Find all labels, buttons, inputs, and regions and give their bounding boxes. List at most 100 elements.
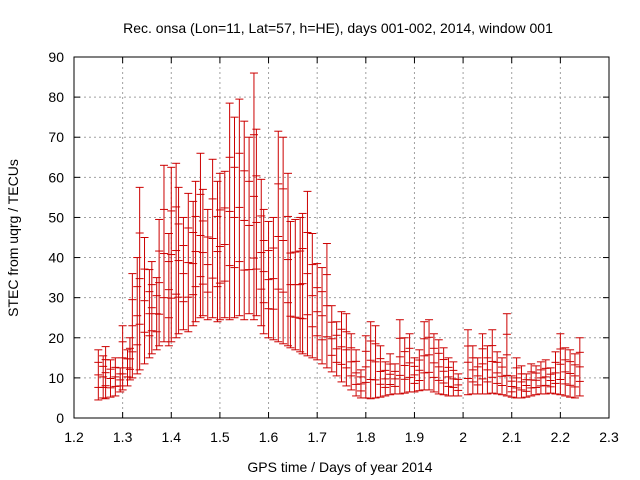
x-tick-label: 1.7 xyxy=(307,429,327,445)
error-bar xyxy=(532,365,541,396)
error-bar xyxy=(366,321,375,400)
y-tick-label: 80 xyxy=(48,89,64,105)
x-axis-label: GPS time / Days of year 2014 xyxy=(247,459,432,475)
error-bar xyxy=(570,353,579,399)
x-tick-label: 1.4 xyxy=(162,429,182,445)
error-bar xyxy=(259,208,268,335)
error-bar xyxy=(313,263,322,361)
error-bar xyxy=(536,361,545,395)
error-bar xyxy=(225,102,234,321)
error-bar xyxy=(196,152,205,319)
error-bar xyxy=(147,261,156,355)
error-bar xyxy=(561,347,570,397)
y-tick-label: 50 xyxy=(48,209,64,225)
error-bar xyxy=(512,357,521,399)
error-bar xyxy=(318,267,327,365)
error-bar xyxy=(425,319,434,391)
x-tick-label: 2.2 xyxy=(551,429,571,445)
error-bars xyxy=(94,72,584,401)
error-bar xyxy=(155,218,164,347)
x-tick-label: 2 xyxy=(459,429,467,445)
error-bar xyxy=(135,186,144,371)
error-bar xyxy=(444,357,453,397)
y-tick-label: 30 xyxy=(48,290,64,306)
error-bar xyxy=(235,98,244,317)
error-bar xyxy=(342,313,351,387)
error-bar xyxy=(252,128,261,317)
error-bar xyxy=(410,357,419,393)
y-tick-label: 90 xyxy=(48,49,64,65)
error-bar xyxy=(230,116,239,319)
error-bar xyxy=(517,365,526,399)
error-bar xyxy=(502,313,511,397)
error-bar xyxy=(245,136,254,315)
error-bar xyxy=(128,273,137,379)
error-bar xyxy=(493,351,502,395)
y-tick-label: 0 xyxy=(56,410,64,426)
error-bar xyxy=(473,357,482,395)
error-bar xyxy=(415,349,424,392)
chart-title: Rec. onsa (Lon=11, Lat=57, h=HE), days 0… xyxy=(123,20,553,36)
error-bar xyxy=(556,333,565,396)
error-bar xyxy=(322,243,331,369)
y-tick-label: 10 xyxy=(48,370,64,386)
error-bar xyxy=(191,180,200,323)
error-bar xyxy=(381,361,390,397)
error-bar xyxy=(308,232,317,359)
x-tick-label: 1.3 xyxy=(113,429,133,445)
error-bar xyxy=(118,325,127,391)
error-bar xyxy=(551,351,560,395)
error-bar xyxy=(94,349,103,401)
plot-frame xyxy=(73,56,610,419)
error-bar xyxy=(566,349,575,398)
y-tick-label: 40 xyxy=(48,250,64,266)
error-bar xyxy=(274,130,283,343)
error-bar xyxy=(174,186,183,335)
error-bar xyxy=(332,321,341,377)
error-bar xyxy=(198,188,207,317)
error-bar xyxy=(361,335,370,399)
error-bar xyxy=(439,347,448,396)
error-bar xyxy=(184,192,193,333)
error-bar xyxy=(303,190,312,357)
error-bar xyxy=(434,339,443,395)
error-bar xyxy=(356,369,365,399)
error-bar xyxy=(279,136,288,345)
x-tick-label: 1.9 xyxy=(405,429,425,445)
error-bar xyxy=(203,208,212,321)
error-bar xyxy=(483,345,492,395)
error-bar xyxy=(106,359,115,398)
error-bar xyxy=(337,311,346,383)
error-bar xyxy=(159,164,168,343)
error-bar xyxy=(507,375,516,398)
y-tick-label: 20 xyxy=(48,330,64,346)
x-tick-label: 1.6 xyxy=(259,429,279,445)
error-bar xyxy=(488,329,497,394)
y-tick-label: 70 xyxy=(48,129,64,145)
x-tick-label: 2.3 xyxy=(599,429,619,445)
x-tick-label: 2.1 xyxy=(502,429,522,445)
error-bar xyxy=(400,337,409,394)
error-bar xyxy=(498,357,506,396)
error-bar xyxy=(111,357,120,397)
error-bar xyxy=(347,333,356,391)
error-bar xyxy=(541,359,550,395)
error-bar xyxy=(463,329,472,396)
error-bar xyxy=(352,349,361,397)
error-bar xyxy=(327,305,336,373)
error-bar xyxy=(420,321,429,391)
x-tick-label: 1.8 xyxy=(356,429,376,445)
error-bar xyxy=(264,220,273,339)
error-bar xyxy=(240,120,249,321)
error-bar xyxy=(220,170,229,319)
error-bar xyxy=(454,373,463,397)
error-bar xyxy=(376,345,385,398)
error-bar xyxy=(133,257,142,375)
y-tick-label: 60 xyxy=(48,169,64,185)
error-bar xyxy=(269,216,278,341)
error-bar xyxy=(391,363,399,395)
error-bar xyxy=(429,333,438,393)
error-bar xyxy=(167,166,176,343)
axis-ticks: 1.2 1.3 1.4 1.5 1.6 1.7 1.8 1.9 2 2.1 2.2 2.3 0 10 20 3… xyxy=(48,49,619,445)
